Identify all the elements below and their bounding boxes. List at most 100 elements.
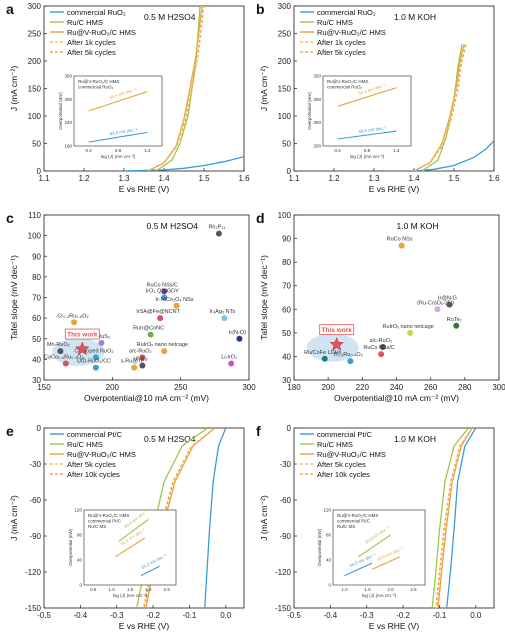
panel-b: b 1.1 1.2 1.3 1.4 1.5 1.6 0 50 100 150 200 250 300 E v… bbox=[256, 1, 500, 194]
scatter-point bbox=[434, 306, 441, 313]
y-tick-label: 30 bbox=[32, 376, 41, 385]
x-tick-label: -0.4 bbox=[323, 611, 337, 620]
y-tick-label: -90 bbox=[279, 532, 291, 541]
series-line bbox=[123, 156, 244, 171]
x-tick-label: 1.5 bbox=[448, 174, 460, 183]
inset-x-tick-label: 1.2 bbox=[393, 148, 400, 153]
inset-fit-line bbox=[140, 565, 160, 577]
inset-legend-entry: Ru@V-RuO₂/C HMS bbox=[88, 513, 129, 518]
point-label: Rh₂P₁₃ bbox=[208, 225, 225, 231]
inset-x-label: log (J) (mA cm⁻²) bbox=[101, 154, 136, 159]
inset-x-tick-label: 2.5 bbox=[410, 587, 417, 592]
inset-y-tick-label: 250 bbox=[313, 120, 321, 125]
y-tick-label: -120 bbox=[275, 568, 292, 577]
point-label: RuTe₂ bbox=[447, 317, 462, 323]
legend-entry: After 1k cycles bbox=[67, 38, 116, 47]
x-tick-label: 280 bbox=[458, 383, 472, 392]
y-tick-label: 60 bbox=[32, 314, 41, 323]
highlight-ellipse bbox=[52, 338, 105, 367]
panel-label: f bbox=[256, 423, 261, 439]
inset-x-tick-label: 1.5 bbox=[364, 587, 371, 592]
scatter-point bbox=[161, 288, 168, 295]
scatter-point bbox=[173, 302, 180, 309]
point-label: Ir@N-G bbox=[438, 296, 457, 302]
legend-entry: commercial Pt/C bbox=[67, 430, 123, 439]
point-label: (Ru-Co)Oₓ-350 bbox=[417, 300, 454, 306]
point-label: Ir₀.₆Ru₀.₄O₂ bbox=[334, 352, 363, 358]
x-tick-label: 1.2 bbox=[328, 174, 340, 183]
inset-x-tick-label: 0.4 bbox=[86, 148, 93, 153]
inset-y-tick-label: 300 bbox=[313, 97, 321, 102]
scatter-point bbox=[98, 339, 105, 346]
legend-entry: After 5k cycles bbox=[67, 460, 116, 469]
series-line bbox=[435, 428, 473, 608]
inset-y-tick-label: 120 bbox=[74, 508, 82, 513]
point-label: Ir-NiCo₂O₄ NSs bbox=[156, 297, 194, 303]
x-tick-label: 220 bbox=[356, 383, 370, 392]
x-axis-label: E vs RHE (V) bbox=[369, 621, 420, 631]
condition-label: 1.0 M KOH bbox=[394, 12, 436, 22]
point-label: Li-IrO₂ bbox=[221, 355, 237, 361]
inset-fit-line bbox=[118, 518, 149, 542]
series-line bbox=[147, 6, 205, 171]
inset-legend-entry: commercial Pt/C bbox=[88, 519, 122, 524]
point-label: Co-doped RuO₂ bbox=[74, 348, 113, 354]
point-label: -Cr₀.₂Ru₀.₈O₂ bbox=[56, 313, 89, 319]
y-axis-label: J (mA cm⁻²) bbox=[9, 66, 19, 112]
point-label: RuCo NSs bbox=[387, 237, 413, 243]
x-axis-label: Overpotential@10 mA cm⁻² (mV) bbox=[334, 393, 459, 403]
inset-fit-line bbox=[337, 130, 397, 140]
y-tick-label: 0 bbox=[37, 167, 42, 176]
y-tick-label: 90 bbox=[32, 252, 41, 261]
y-tick-label: 100 bbox=[28, 112, 42, 121]
series-line bbox=[446, 428, 477, 608]
condition-label: 0.5 M H2SO4 bbox=[147, 221, 199, 231]
y-axis-label: Tafel slope (mV dec⁻¹) bbox=[9, 255, 19, 340]
legend-entry: After 1k cycles bbox=[317, 38, 366, 47]
y-tick-label: -30 bbox=[29, 460, 41, 469]
y-tick-label: 40 bbox=[282, 352, 291, 361]
y-tick-label: 70 bbox=[282, 282, 291, 291]
inset-y-tick-label: 0 bbox=[79, 583, 82, 588]
panel-c: c 150 200 250 300 30 40 50 60 70 80 90 100 110 Overpot… bbox=[6, 210, 256, 403]
y-tick-label: 80 bbox=[282, 258, 291, 267]
highlight-box bbox=[64, 328, 100, 340]
inset-legend-entry: Ru@V-RuO₂/C HMS bbox=[337, 513, 378, 518]
highlight-ellipse bbox=[306, 333, 359, 362]
highlight-label: This work bbox=[67, 332, 98, 339]
x-tick-label: -0.5 bbox=[37, 611, 51, 620]
x-tick-label: 200 bbox=[106, 383, 120, 392]
scatter-point bbox=[161, 348, 168, 355]
inset-legend-entry: commercial Pt/C bbox=[337, 519, 371, 524]
y-tick-label: 60 bbox=[282, 305, 291, 314]
y-tick-label: -90 bbox=[29, 532, 41, 541]
point-label: a/c-RuO₂ bbox=[129, 348, 152, 354]
inset-fit-line bbox=[357, 534, 391, 558]
panel-label: e bbox=[6, 423, 14, 439]
x-tick-label: 260 bbox=[424, 383, 438, 392]
x-tick-label: 300 bbox=[492, 383, 505, 392]
legend-entry: Ru@V-RuO₂/C HMS bbox=[317, 28, 386, 37]
y-tick-label: -60 bbox=[29, 496, 41, 505]
inset-legend-entry: Ru/C MS bbox=[337, 524, 355, 529]
scatter-point bbox=[453, 322, 460, 329]
inset-fit-line bbox=[344, 562, 373, 577]
x-tick-label: 0.0 bbox=[470, 611, 482, 620]
point-label: Ru/CoFe LDHs bbox=[304, 350, 342, 356]
inset-y-label: Overpotential (mV) bbox=[307, 92, 312, 130]
legend-entry: commercial RuO₂ bbox=[317, 8, 376, 17]
scatter-point bbox=[157, 315, 164, 322]
inset-x-tick-label: 0.5 bbox=[90, 587, 97, 592]
inset-fit-line bbox=[371, 556, 400, 570]
inset-x-tick-label: 1.5 bbox=[127, 587, 134, 592]
y-axis-label: J (mA cm⁻²) bbox=[259, 495, 269, 541]
highlight-box bbox=[319, 324, 355, 336]
inset-y-tick-label: 200 bbox=[313, 144, 321, 149]
y-tick-label: 200 bbox=[28, 57, 42, 66]
panel-label: c bbox=[6, 210, 14, 226]
inset-x-tick-label: 2.5 bbox=[164, 587, 171, 592]
point-label: RuIr@CoNC bbox=[133, 326, 164, 332]
y-tick-label: 200 bbox=[278, 57, 292, 66]
inset-y-tick-label: 120 bbox=[323, 508, 331, 513]
legend-entry: After 10k cycles bbox=[317, 470, 370, 479]
